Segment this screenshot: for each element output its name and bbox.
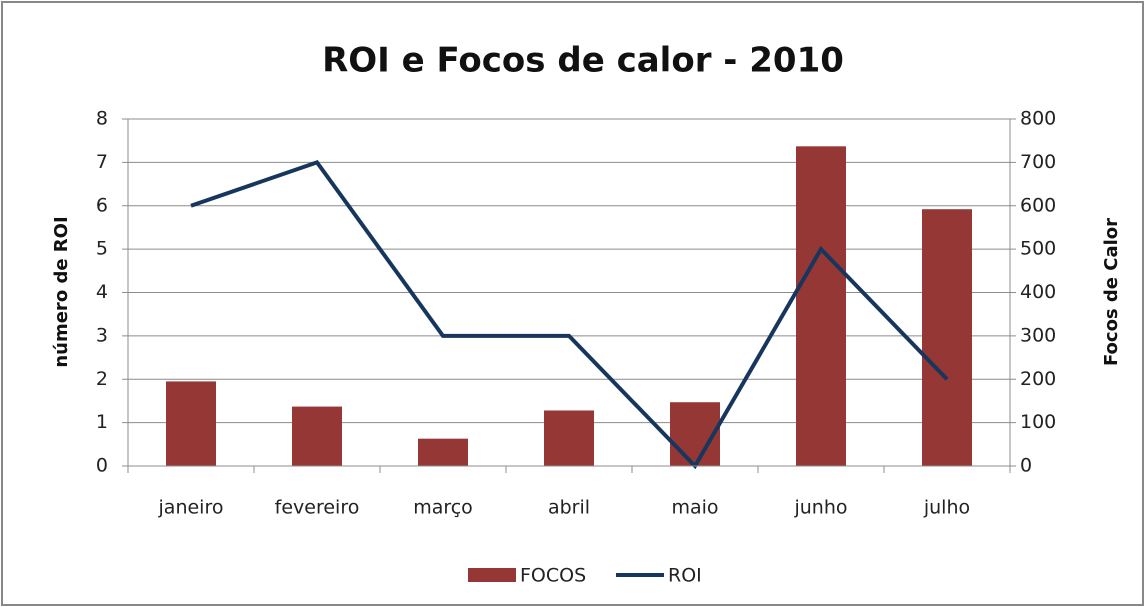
y2-tick-label: 400 <box>1020 281 1056 303</box>
line <box>190 160 949 470</box>
x-tick-label: julho <box>923 497 970 519</box>
y-tick-label: 3 <box>96 324 108 346</box>
y2-axis-title: Focos de Calor <box>1101 218 1122 366</box>
legend-swatch <box>468 568 516 582</box>
y2-tick-label: 300 <box>1020 324 1056 346</box>
y2-tick-label: 500 <box>1020 238 1056 260</box>
y-tick-label: 6 <box>96 194 108 216</box>
y-tick-label: 5 <box>96 238 108 260</box>
y-tick-label: 7 <box>96 151 108 173</box>
y2-tick-label: 700 <box>1020 151 1056 173</box>
bar <box>418 438 468 466</box>
x-tick-label: abril <box>548 497 590 519</box>
y-axis-title: número de ROI <box>51 216 72 367</box>
bar <box>922 209 972 466</box>
y-tick-label: 0 <box>96 455 108 477</box>
x-tick-label: junho <box>793 497 847 519</box>
y2-tick-label: 0 <box>1020 455 1032 477</box>
legend-label: ROI <box>668 565 702 587</box>
bar <box>796 146 846 467</box>
x-tick-label: março <box>413 497 473 519</box>
bar <box>292 406 342 466</box>
y2-tick-label: 600 <box>1020 194 1056 216</box>
y-tick-label: 8 <box>96 108 108 130</box>
y-tick-label: 1 <box>96 411 108 433</box>
bar <box>544 410 594 466</box>
y2-tick-label: 100 <box>1020 411 1056 433</box>
y-tick-label: 2 <box>96 368 108 390</box>
y2-tick-label: 800 <box>1020 108 1056 130</box>
chart-title: ROI e Focos de calor - 2010 <box>322 41 844 81</box>
x-tick-label: fevereiro <box>275 497 360 519</box>
bar <box>166 381 216 466</box>
legend-label: FOCOS <box>520 565 586 587</box>
x-tick-label: janeiro <box>158 497 224 519</box>
y2-tick-label: 200 <box>1020 368 1056 390</box>
x-tick-label: maio <box>671 497 718 519</box>
y-tick-label: 4 <box>96 281 108 303</box>
